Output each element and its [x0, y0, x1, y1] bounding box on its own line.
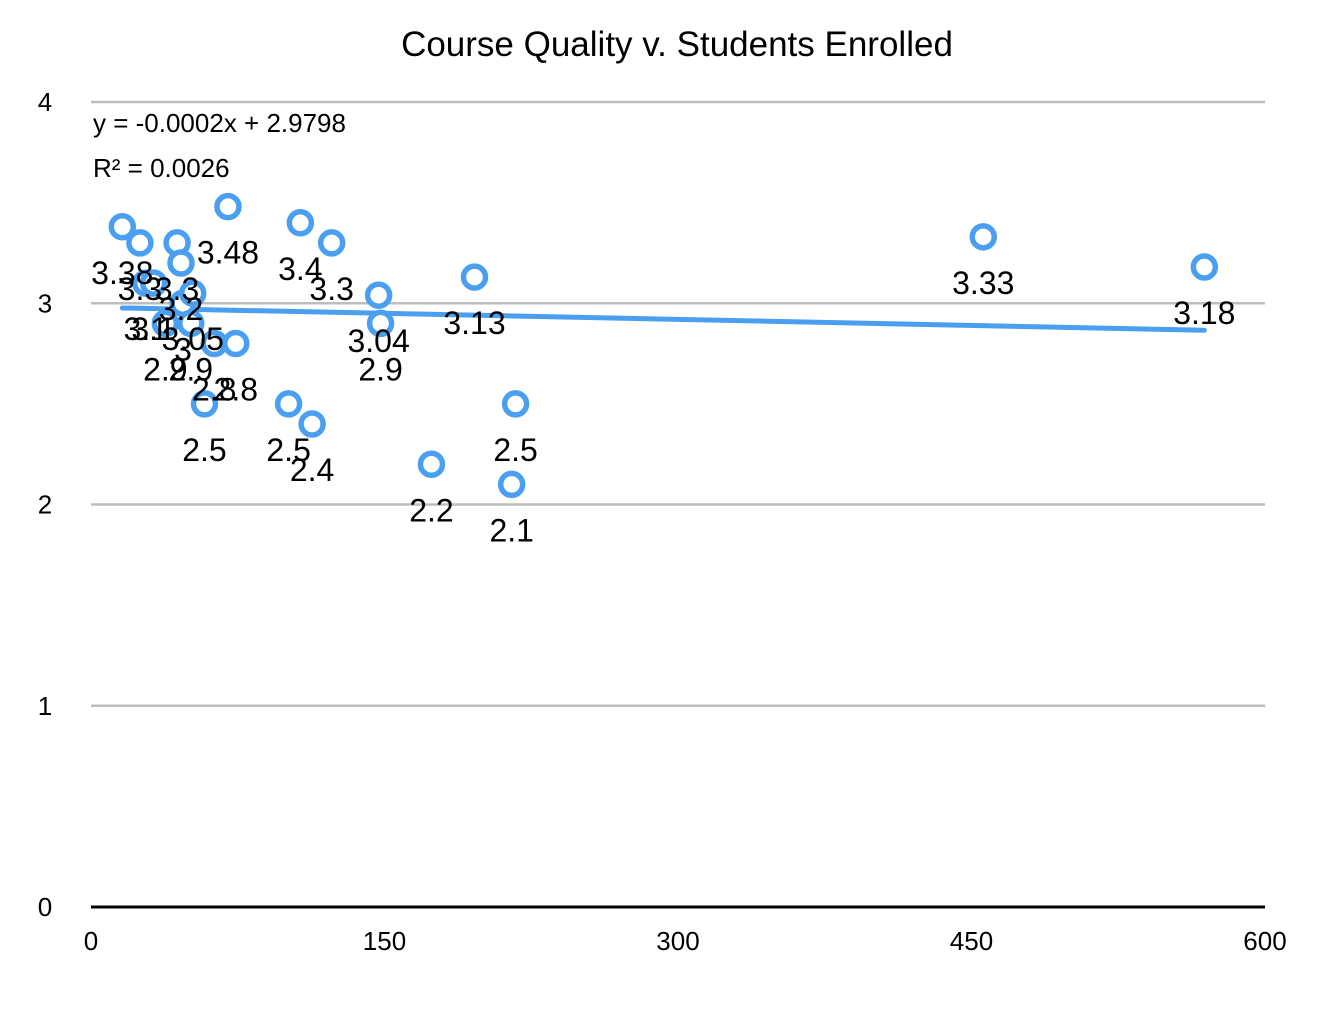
- data-point: [167, 249, 195, 277]
- data-label: 3.18: [1173, 295, 1235, 331]
- data-label: 3.13: [443, 305, 505, 341]
- trendline: [119, 305, 1207, 333]
- chart-title: Course Quality v. Students Enrolled: [401, 25, 953, 64]
- y-tick-label: 0: [38, 892, 52, 922]
- data-point: [190, 390, 219, 418]
- data-label: 2.5: [493, 432, 537, 468]
- data-label: 3.33: [952, 265, 1014, 301]
- data-label: 3.1: [131, 311, 175, 347]
- data-label: 2.1: [489, 512, 533, 548]
- data-label: 2.5: [182, 432, 226, 468]
- trendline-r-squared: R² = 0.0026: [93, 153, 230, 183]
- data-label: 3.3: [309, 271, 353, 307]
- data-label: 2.9: [169, 351, 213, 387]
- data-point: [108, 213, 137, 241]
- x-tick-label: 0: [84, 926, 98, 956]
- data-label: 3.3: [118, 271, 162, 307]
- axes: 0 1 2 3 4 0 150 300 450 600: [38, 87, 1287, 956]
- data-label: 3.38: [91, 255, 153, 291]
- data-label: 3.05: [162, 321, 224, 357]
- data-label: 2.2: [409, 492, 453, 528]
- gridlines: [91, 100, 1265, 707]
- x-tick-label: 450: [950, 926, 993, 956]
- y-tick-label: 2: [38, 490, 52, 520]
- data-label: 2.9: [358, 351, 402, 387]
- data-label: 2.9: [143, 351, 187, 387]
- data-point: [460, 263, 489, 291]
- data-point: [969, 223, 997, 251]
- data-point: [317, 229, 346, 257]
- data-label: 3.2: [159, 291, 203, 327]
- data-point: [497, 470, 526, 499]
- x-tick-label: 600: [1243, 926, 1286, 956]
- data-point: [501, 390, 530, 418]
- data-point: [274, 390, 303, 418]
- trendline-group: [119, 305, 1207, 333]
- data-point: [1190, 253, 1219, 281]
- data-point: [417, 450, 446, 478]
- data-point: [178, 279, 207, 307]
- data-label: 3.4: [278, 251, 322, 287]
- data-label: 2.8: [214, 372, 258, 408]
- data-label: 3.3: [155, 271, 199, 307]
- data-label: 3.48: [197, 235, 259, 271]
- data-point: [126, 229, 154, 257]
- data-point: [286, 209, 315, 237]
- data-point: [222, 329, 250, 358]
- data-points: [108, 192, 1219, 499]
- x-tick-label: 150: [363, 926, 406, 956]
- trendline-equation: y = -0.0002x + 2.9798: [93, 108, 346, 138]
- y-tick-label: 1: [38, 691, 52, 721]
- data-point: [151, 309, 180, 338]
- y-tick-label: 4: [38, 87, 52, 117]
- data-point: [177, 309, 205, 338]
- data-point: [139, 269, 168, 297]
- data-label: 2.5: [266, 432, 310, 468]
- data-point: [364, 281, 393, 309]
- data-label: 3.04: [347, 323, 409, 359]
- data-label: 2.8: [192, 372, 236, 408]
- x-tick-label: 300: [656, 926, 699, 956]
- data-labels: 3.383.33.13.12.93.33.232.93.052.52.83.48…: [91, 235, 1235, 549]
- data-label: 3: [174, 331, 192, 367]
- data-point: [298, 410, 326, 438]
- data-point: [366, 309, 395, 338]
- data-point: [214, 192, 242, 221]
- data-label: 3.1: [124, 311, 168, 347]
- data-label: 2.4: [290, 452, 334, 488]
- y-tick-label: 3: [38, 288, 52, 318]
